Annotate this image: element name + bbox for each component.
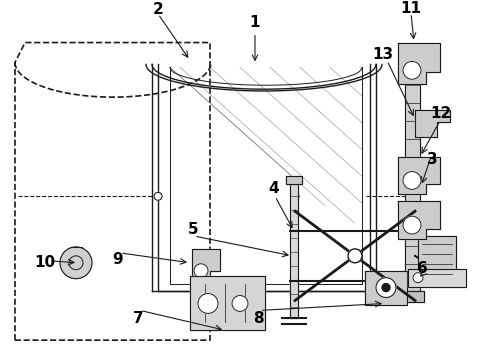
Circle shape bbox=[382, 284, 390, 292]
Text: 1: 1 bbox=[250, 15, 260, 30]
Circle shape bbox=[154, 192, 162, 200]
Circle shape bbox=[348, 249, 362, 263]
Polygon shape bbox=[190, 276, 265, 330]
Circle shape bbox=[60, 247, 92, 279]
Polygon shape bbox=[415, 110, 450, 137]
Text: 12: 12 bbox=[430, 107, 452, 121]
Circle shape bbox=[413, 273, 423, 283]
Polygon shape bbox=[192, 249, 220, 279]
Circle shape bbox=[232, 296, 248, 311]
Text: 6: 6 bbox=[416, 261, 427, 276]
Polygon shape bbox=[398, 201, 440, 239]
Text: 7: 7 bbox=[133, 311, 143, 326]
Text: 11: 11 bbox=[400, 1, 421, 16]
Text: 4: 4 bbox=[269, 181, 279, 196]
Circle shape bbox=[376, 278, 396, 297]
Polygon shape bbox=[365, 271, 407, 305]
Polygon shape bbox=[401, 291, 424, 302]
Circle shape bbox=[198, 293, 218, 313]
Polygon shape bbox=[286, 176, 302, 184]
Circle shape bbox=[403, 62, 421, 79]
Polygon shape bbox=[398, 157, 440, 194]
Circle shape bbox=[291, 192, 299, 200]
Text: 2: 2 bbox=[152, 2, 163, 17]
Circle shape bbox=[403, 216, 421, 234]
Polygon shape bbox=[405, 70, 420, 291]
Polygon shape bbox=[398, 42, 440, 84]
Text: 8: 8 bbox=[253, 311, 263, 326]
Text: 3: 3 bbox=[427, 152, 437, 167]
Circle shape bbox=[194, 264, 208, 278]
Text: 9: 9 bbox=[113, 252, 123, 267]
Circle shape bbox=[403, 171, 421, 189]
Polygon shape bbox=[408, 269, 466, 287]
Text: 10: 10 bbox=[34, 255, 55, 270]
Text: 13: 13 bbox=[372, 47, 393, 62]
Text: 5: 5 bbox=[188, 221, 198, 237]
Polygon shape bbox=[418, 236, 456, 281]
Polygon shape bbox=[290, 184, 298, 318]
